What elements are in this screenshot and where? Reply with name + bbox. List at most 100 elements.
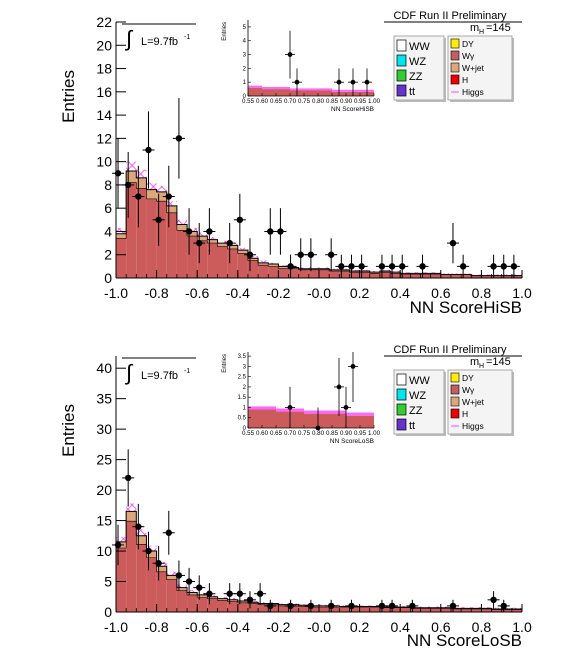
histogram-bar [471, 608, 482, 612]
inset-panel: 0.55 0.60 0.65 0.70 0.75 0.80 0.85 0.90 0.95 1.00… [220, 340, 381, 448]
histogram-bar [349, 272, 360, 278]
data-point [124, 474, 132, 482]
legend-label: WZ [409, 390, 426, 402]
inset-y-tick-label: 3 [243, 53, 247, 59]
inset-y-axis-title: Entries [222, 22, 228, 41]
histogram-bar [126, 521, 137, 612]
histogram-bar-signal-cross [268, 602, 279, 604]
inset-signal-bar [318, 88, 332, 91]
data-point [185, 228, 193, 235]
data-point [165, 193, 172, 200]
histogram-bar [116, 548, 127, 612]
y-tick-label: 8 [104, 177, 112, 193]
inset-x-tick-label: 1.00 [368, 430, 381, 437]
histogram-bar-wjet [288, 267, 299, 269]
histogram-bar-wjet [227, 245, 238, 249]
histogram-bar-signal-cross [197, 232, 208, 237]
legend-label: DY [462, 373, 474, 383]
histogram-bar-wjet [278, 604, 289, 606]
data-point [399, 263, 406, 270]
histogram-bar-wjet [136, 177, 147, 189]
data-point [490, 596, 497, 604]
inset-x-tick-label: 0.95 [354, 98, 367, 105]
inset-y-tick-label: 2 [243, 66, 247, 72]
inset-bar [248, 409, 262, 428]
x-tick-label: -0.6 [185, 619, 209, 635]
y-axis-title: Entries [59, 70, 78, 123]
data-point [196, 584, 203, 591]
histogram-bar-signal-cross [430, 606, 441, 608]
histogram-bar-signal-cross [450, 607, 462, 609]
histogram-bar-wjet [379, 271, 391, 273]
legend-swatch [396, 54, 407, 67]
histogram-bar [187, 236, 198, 278]
inset-bar [360, 415, 374, 428]
histogram-bar-signal-cross [176, 584, 188, 588]
histogram-bar-signal-cross [359, 605, 370, 607]
histogram-bar-signal-cross [450, 273, 462, 275]
x-tick-label: -0.4 [226, 619, 250, 635]
data-point [338, 263, 345, 270]
x-tick-label: -0.2 [266, 285, 290, 301]
y-tick-label: 25 [96, 452, 112, 468]
histogram-bar-signal-cross [116, 537, 127, 542]
histogram-bar-signal-cross [187, 590, 198, 593]
histogram-bar [207, 598, 218, 612]
x-tick-label: -0.0 [307, 619, 331, 635]
data-point [226, 590, 233, 597]
histogram-bar [227, 601, 238, 612]
histogram-bar-wjet [390, 272, 401, 274]
histogram-bar [207, 243, 218, 278]
mass-subscript: H [479, 29, 484, 36]
inset-data-point [350, 79, 356, 85]
histogram-bar [481, 608, 492, 612]
histogram-bar-wjet [247, 258, 259, 261]
inset-y-tick-label: 3 [243, 364, 247, 370]
data-point [348, 263, 355, 270]
histogram-bar [339, 607, 350, 612]
histogram-bar-wjet [197, 236, 208, 241]
histogram-bar-wjet [197, 594, 208, 598]
histogram-bar [176, 590, 188, 612]
histogram-bar-signal-cross [319, 267, 330, 269]
data-point [500, 602, 507, 610]
title-box [384, 7, 516, 22]
inset-y-tick-label: 4 [243, 39, 247, 45]
inset-x-tick-label: 1.00 [368, 98, 381, 105]
inset-y-tick-label: 5 [243, 25, 247, 31]
histogram-bar-signal-cross [126, 161, 137, 171]
chart-panel: -1.0 -0.8 -0.6 -0.4 -0.2 -0.0 0.2 0.4 0.6 0.8 1.00… [59, 7, 532, 317]
inset-x-tick-label: 0.90 [340, 98, 353, 105]
histogram-bar-signal-cross [420, 606, 431, 608]
inset-data-point [343, 405, 349, 410]
data-point [135, 193, 142, 200]
legend-swatch [450, 50, 460, 61]
data-point [135, 523, 142, 530]
histogram-bar-wjet [187, 231, 198, 237]
inset-data-point [336, 384, 342, 390]
histogram-bar-signal-cross [349, 269, 360, 272]
histogram-bar-wjet [369, 272, 380, 274]
data-point [277, 228, 284, 235]
histogram-bar-signal-cross [471, 274, 482, 276]
inset-bar [290, 411, 304, 428]
histogram-bar [176, 230, 188, 278]
y-tick-label: 16 [96, 84, 112, 100]
histogram-bar-signal-cross [471, 607, 482, 609]
mass-label: m [470, 356, 479, 368]
data-point [307, 602, 315, 610]
data-point [358, 263, 365, 270]
data-point [267, 228, 274, 235]
luminosity-label: L=9.7fb [141, 36, 178, 48]
inset-y-tick-label: 3.5 [238, 354, 247, 360]
inset-signal-bar [248, 406, 262, 410]
histogram-bar-signal-cross [176, 219, 188, 225]
histogram-bar [329, 607, 340, 612]
luminosity-label: L=9.7fb [141, 370, 178, 382]
histogram-bar-signal-cross [369, 605, 380, 607]
inset-data-point [287, 52, 293, 57]
histogram-bar [410, 608, 421, 612]
inset-bar [248, 87, 262, 96]
x-tick-label: 0.6 [431, 285, 451, 301]
histogram-bar [217, 246, 228, 278]
